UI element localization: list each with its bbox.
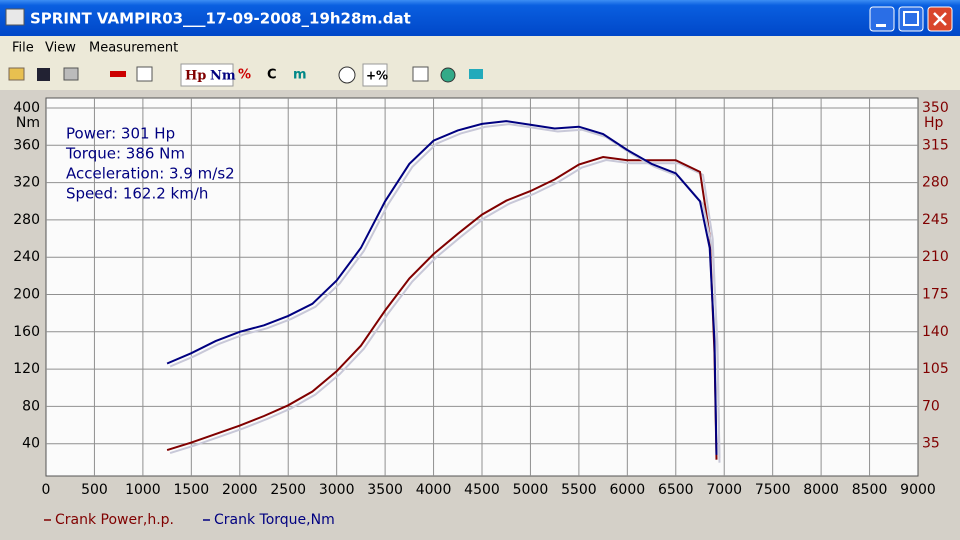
x-tick-label: 4000 (416, 482, 452, 498)
annotation: Acceleration: 3.9 m/s2 (66, 165, 235, 183)
data-line (166, 120, 718, 455)
toolbar-button[interactable]: % (238, 68, 251, 83)
x-tick-label: 9000 (900, 482, 936, 498)
y-tick-label: 320 (13, 175, 40, 191)
y2-tick-label: 140 (922, 324, 949, 340)
y2-tick-label: 70 (922, 398, 940, 414)
toolbar-button[interactable]: C (267, 68, 277, 83)
y-tick-label: 120 (13, 361, 40, 377)
menu-bar (0, 36, 960, 60)
x-tick-label: 8500 (852, 482, 888, 498)
legend-label: Crank Power,h.p. (55, 512, 174, 528)
app-icon (5, 8, 25, 26)
y-tick-label: 240 (13, 249, 40, 265)
x-tick-label: 6000 (610, 482, 646, 498)
maximize-button[interactable] (898, 6, 924, 32)
x-tick-label: 2500 (270, 482, 306, 498)
y-axis-label: Nm (16, 115, 40, 131)
y-tick-label: 400 (13, 100, 40, 116)
close-button[interactable] (927, 6, 953, 32)
menu-item[interactable]: View (45, 41, 76, 56)
x-tick-label: 3000 (319, 482, 355, 498)
x-tick-label: 0 (42, 482, 51, 498)
y2-tick-label: 210 (922, 249, 949, 265)
x-tick-label: 8000 (803, 482, 839, 498)
chart: 40 80 120 160 200 240 280 320 360 400 35 70 105 140 17… (13, 97, 949, 528)
x-tick-label: 5500 (561, 482, 597, 498)
annotation: Power: 301 Hp (66, 125, 175, 143)
y2-tick-label: 175 (922, 287, 949, 303)
y2-tick-label: 35 (922, 436, 940, 452)
annotation: Torque: 386 Nm (65, 145, 185, 163)
data-line (166, 155, 718, 460)
x-tick-label: 2000 (222, 482, 258, 498)
x-tick-label: 4500 (464, 482, 500, 498)
x-tick-label: 7000 (706, 482, 742, 498)
toolbar-button[interactable]: Hp (185, 69, 206, 84)
y-tick-label: 160 (13, 324, 40, 340)
y-tick-label: 280 (13, 212, 40, 228)
toolbar-button[interactable]: +% (366, 69, 388, 83)
y2-tick-label: 245 (922, 212, 949, 228)
legend-label: Crank Torque,Nm (214, 512, 335, 528)
y2-tick-label: 350 (922, 100, 949, 116)
x-tick-label: 6500 (658, 482, 694, 498)
line-shadow (169, 123, 721, 458)
y-tick-label: 80 (22, 398, 40, 414)
minimize-button[interactable] (869, 6, 895, 32)
menu-item[interactable]: File (12, 41, 34, 56)
x-tick-label: 5000 (513, 482, 549, 498)
title-bar (0, 0, 960, 36)
y2-tick-label: 315 (922, 137, 949, 153)
y2-tick-label: 280 (922, 175, 949, 191)
x-tick-label: 500 (81, 482, 108, 498)
toolbar-button[interactable]: m (293, 68, 307, 83)
y-tick-label: 360 (13, 137, 40, 153)
toolbar-button[interactable]: Nm (210, 69, 236, 84)
annotation: Speed: 162.2 km/h (66, 185, 208, 203)
x-tick-label: 1000 (125, 482, 161, 498)
y-tick-label: 200 (13, 287, 40, 303)
x-tick-label: 3500 (367, 482, 403, 498)
toolbar-icons[interactable] (8, 63, 483, 87)
y-tick-label: 40 (22, 436, 40, 452)
x-tick-label: 1500 (174, 482, 210, 498)
y2-tick-label: 105 (922, 361, 949, 377)
window-title: SPRINT VAMPIR03___17-09-2008_19h28m.dat (30, 10, 411, 28)
line-shadow (169, 158, 721, 463)
y2-axis-label: Hp (924, 115, 944, 131)
menu-item[interactable]: Measurement (89, 41, 178, 56)
x-tick-label: 7500 (755, 482, 791, 498)
